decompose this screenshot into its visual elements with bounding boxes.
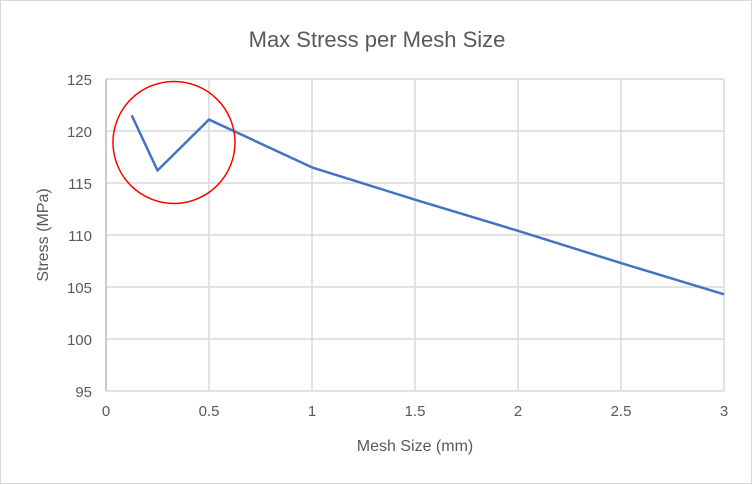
x-tick-label: 0.5 <box>199 403 220 420</box>
x-tick-label: 3 <box>720 403 728 420</box>
series-line <box>130 114 725 296</box>
x-tick-label: 2 <box>514 403 522 420</box>
x-axis-label: Mesh Size (mm) <box>357 438 473 455</box>
y-tick-label: 95 <box>75 384 92 401</box>
x-tick-label: 1 <box>308 403 316 420</box>
x-tick-label: 1.5 <box>405 403 426 420</box>
y-tick-label: 120 <box>67 124 92 141</box>
x-tick-label: 2.5 <box>611 403 632 420</box>
y-tick-label: 105 <box>67 280 92 297</box>
chart-title: Max Stress per Mesh Size <box>249 27 506 52</box>
y-tick-label: 110 <box>68 228 92 245</box>
y-tick-label: 125 <box>67 72 92 89</box>
y-axis-label: Stress (MPa) <box>35 188 52 281</box>
y-tick-label: 115 <box>68 176 92 193</box>
annotation-circle <box>112 80 236 205</box>
y-tick-label: 100 <box>67 332 92 349</box>
x-tick-label: 0 <box>102 403 110 420</box>
